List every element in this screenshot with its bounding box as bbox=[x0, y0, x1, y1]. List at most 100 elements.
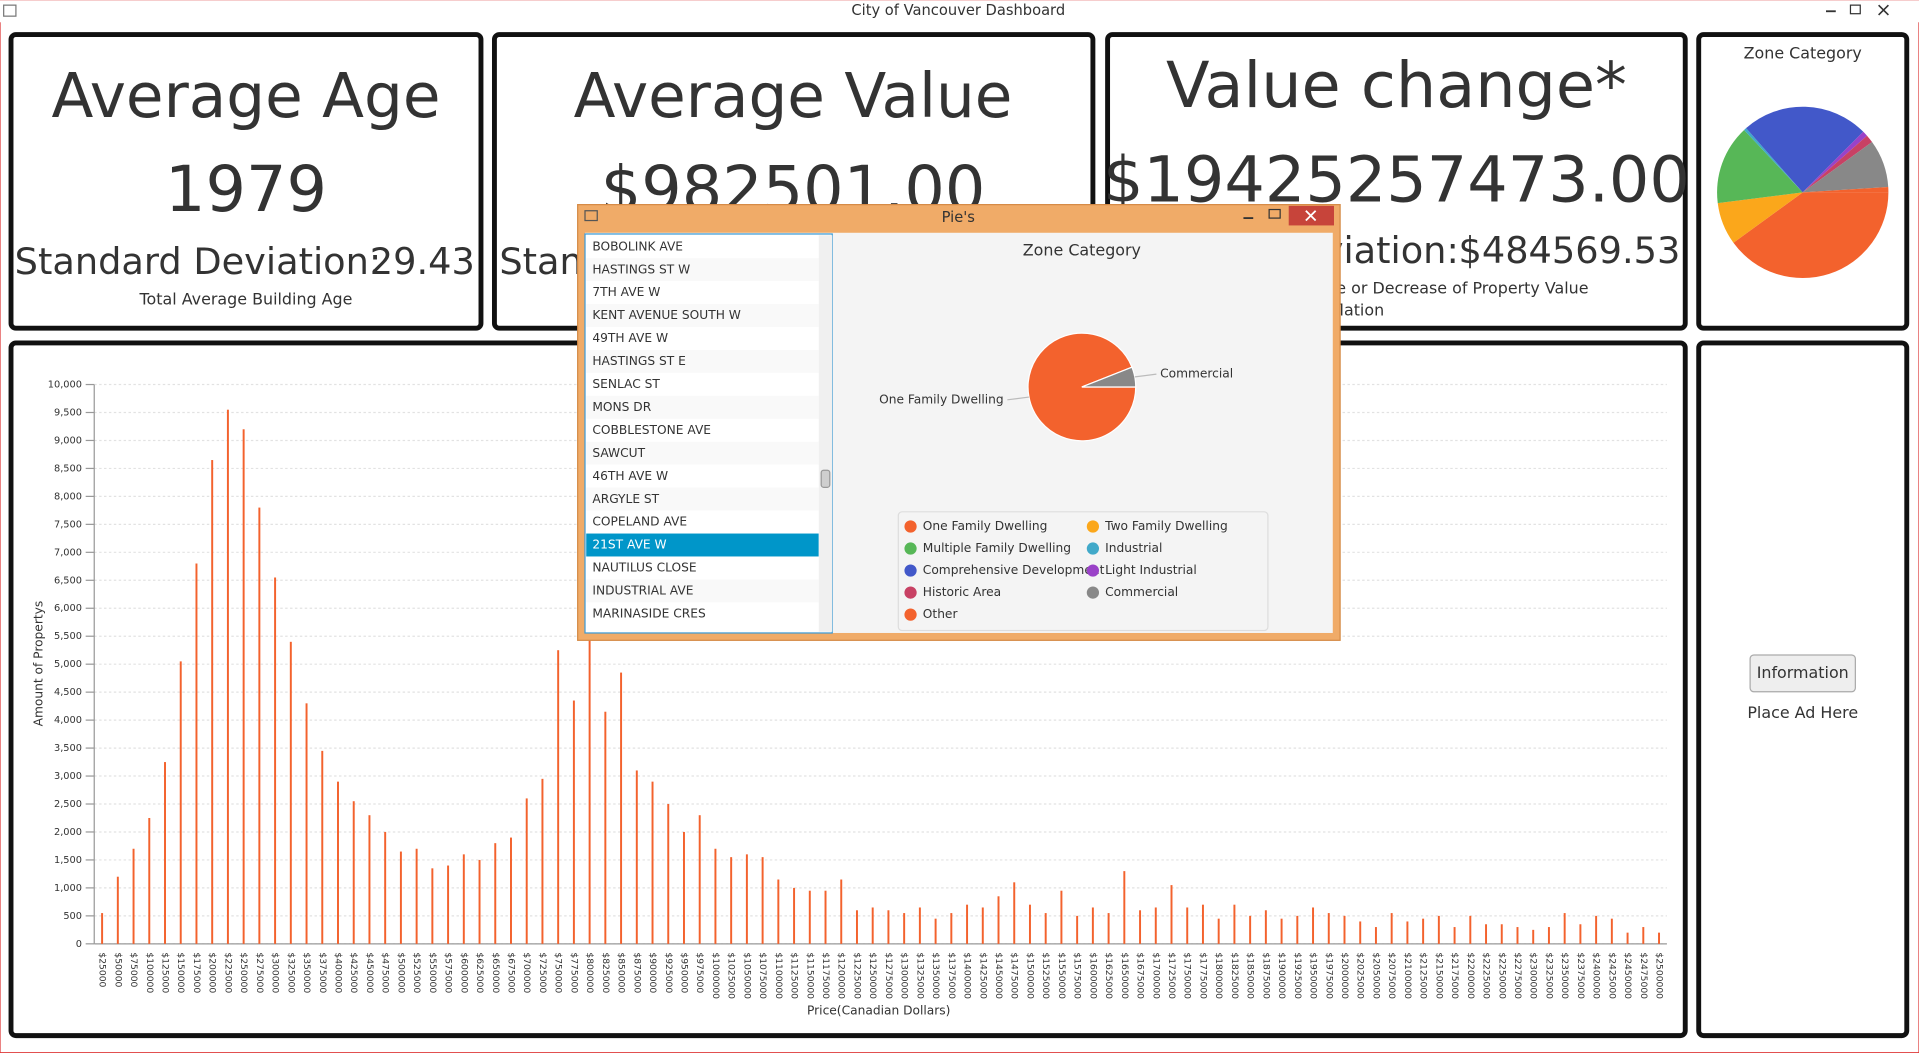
x-tick-label: $350000 bbox=[301, 952, 312, 993]
bar bbox=[289, 641, 292, 944]
bar bbox=[1563, 913, 1566, 944]
legend-label: Historic Area bbox=[923, 585, 1001, 599]
legend-label: Industrial bbox=[1105, 541, 1162, 555]
bar bbox=[1547, 927, 1550, 944]
price-histogram: Price(Canadian Dollars) Amount of Proper… bbox=[32, 380, 1667, 1018]
bar bbox=[840, 879, 843, 944]
legend-swatch bbox=[904, 564, 917, 577]
bar bbox=[132, 848, 135, 944]
x-tick-label: $1225000 bbox=[851, 952, 862, 999]
button-label[interactable]: Information bbox=[1757, 663, 1849, 682]
x-tick-label: $150000 bbox=[175, 952, 186, 993]
legend-label: Commercial bbox=[1105, 585, 1178, 599]
list-row[interactable] bbox=[586, 235, 819, 259]
restore-button[interactable] bbox=[1849, 4, 1861, 15]
x-tick-label: $1100000 bbox=[773, 952, 784, 999]
x-tick-label: $650000 bbox=[490, 952, 501, 993]
list-row[interactable] bbox=[586, 510, 819, 534]
y-tick-label: 2,000 bbox=[54, 827, 82, 838]
card-caption: Increase or Decrease of Property Value bbox=[1279, 279, 1589, 298]
scrollbar[interactable] bbox=[818, 235, 833, 632]
bar bbox=[1076, 915, 1079, 944]
list-row[interactable] bbox=[586, 372, 819, 396]
x-tick-label: $500000 bbox=[395, 952, 406, 993]
bar bbox=[494, 843, 497, 944]
bar bbox=[337, 781, 339, 944]
x-tick-label: $1875000 bbox=[1260, 952, 1271, 999]
bar bbox=[1327, 913, 1330, 944]
x-tick-label: $100000 bbox=[144, 952, 155, 993]
x-tick-label: $2275000 bbox=[1512, 952, 1523, 999]
x-tick-label: $2100000 bbox=[1402, 952, 1413, 999]
bar bbox=[1296, 915, 1299, 944]
side-panel: Information Place Ad Here bbox=[1747, 654, 1858, 722]
x-tick-label: $375000 bbox=[317, 952, 328, 993]
scrollbar-thumb[interactable] bbox=[820, 469, 831, 488]
x-tick-label: $1350000 bbox=[930, 952, 941, 999]
x-tick-label: $1750000 bbox=[1182, 952, 1193, 999]
x-tick-label: $475000 bbox=[380, 952, 391, 993]
dialog-close-icon[interactable] bbox=[1305, 210, 1317, 222]
list-row[interactable] bbox=[586, 579, 819, 603]
list-row[interactable] bbox=[586, 464, 819, 488]
list-row[interactable] bbox=[586, 349, 819, 373]
bar bbox=[1422, 918, 1425, 944]
x-tick-label: $2050000 bbox=[1370, 952, 1381, 999]
list-row[interactable] bbox=[586, 533, 819, 557]
x-tick-label: $2025000 bbox=[1355, 952, 1366, 999]
bar bbox=[903, 913, 906, 944]
x-tick-label: $1600000 bbox=[1087, 952, 1098, 999]
bar bbox=[368, 815, 371, 944]
y-tick-label: 500 bbox=[63, 911, 82, 922]
bar bbox=[966, 904, 969, 944]
x-tick-label: $1000000 bbox=[710, 952, 721, 999]
dialog-maximize[interactable] bbox=[1268, 208, 1281, 219]
list-item: SENLAC ST bbox=[592, 377, 660, 391]
x-tick-label: $1625000 bbox=[1103, 952, 1114, 999]
x-tick-label: $1200000 bbox=[836, 952, 847, 999]
window-title: City of Vancouver Dashboard bbox=[851, 2, 1065, 19]
bar bbox=[101, 913, 104, 944]
list-row[interactable] bbox=[586, 327, 819, 350]
bar bbox=[745, 854, 748, 944]
bar bbox=[1249, 915, 1252, 944]
dialog-title: Pie's bbox=[942, 209, 975, 226]
x-tick-label: $2175000 bbox=[1449, 952, 1460, 999]
list-row[interactable] bbox=[586, 304, 819, 328]
list-row[interactable] bbox=[586, 441, 819, 465]
bar bbox=[1264, 910, 1267, 944]
pie-slice bbox=[1744, 128, 1803, 193]
list-item: KENT AVENUE SOUTH W bbox=[592, 308, 740, 322]
legend-label: Other bbox=[923, 607, 959, 621]
bar bbox=[211, 460, 214, 944]
list-item: MARINASIDE CRES bbox=[592, 607, 706, 621]
dialog-icon bbox=[584, 210, 598, 222]
y-tick-label: 6,000 bbox=[54, 603, 82, 614]
bar bbox=[824, 890, 827, 944]
bar bbox=[1374, 927, 1377, 944]
x-tick-label: $750000 bbox=[553, 952, 564, 993]
list-row[interactable] bbox=[586, 418, 819, 442]
close-button[interactable] bbox=[1878, 4, 1889, 16]
list-row[interactable] bbox=[586, 602, 819, 626]
list-row[interactable] bbox=[586, 258, 819, 282]
list-row[interactable] bbox=[586, 556, 819, 580]
bar bbox=[462, 854, 465, 944]
list-row[interactable] bbox=[586, 281, 819, 305]
title-bar: City of Vancouver Dashboard bbox=[0, 0, 1919, 23]
stat-value: 29.43 bbox=[370, 240, 475, 283]
x-tick-label: $125000 bbox=[160, 952, 171, 993]
bar bbox=[1343, 915, 1346, 944]
ad-text: Place Ad Here bbox=[1747, 703, 1858, 722]
pie-slice bbox=[1802, 142, 1889, 193]
x-tick-label: $300000 bbox=[270, 952, 281, 993]
list-row[interactable] bbox=[586, 487, 819, 511]
card-title: Average Age bbox=[51, 61, 440, 132]
x-tick-label: $2500000 bbox=[1654, 952, 1665, 999]
x-tick-label: $275000 bbox=[254, 952, 265, 993]
list-row[interactable] bbox=[586, 395, 819, 419]
y-tick-label: 8,500 bbox=[54, 463, 82, 474]
list-item: INDUSTRIAL AVE bbox=[592, 584, 693, 598]
x-tick-label: $2150000 bbox=[1433, 952, 1444, 999]
information-button[interactable] bbox=[1749, 654, 1856, 693]
